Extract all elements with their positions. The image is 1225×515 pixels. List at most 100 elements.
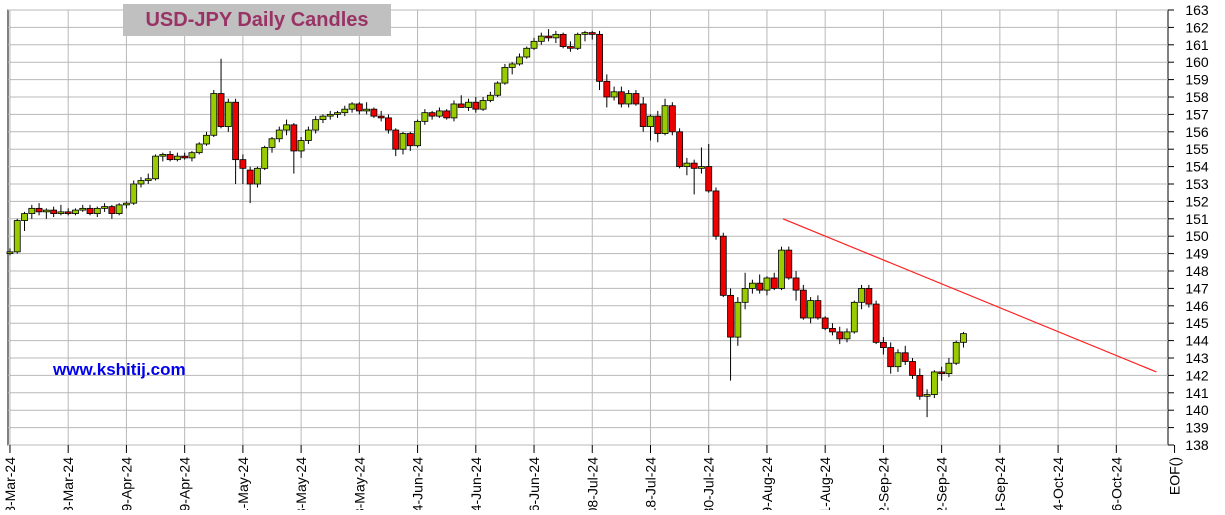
candle-body [326,114,334,117]
candle-body [166,154,174,161]
candle-body [581,32,589,35]
candle-body [960,333,967,343]
x-tick-label: 18-Mar-24 [2,457,18,510]
y-tick-label: 142 [1185,367,1209,383]
candle-body [850,301,858,333]
candle-body [596,33,603,82]
candle-body [923,394,931,397]
candle-body [632,93,640,105]
candle-body [436,110,443,117]
candle-body [137,180,145,185]
candle-body [465,101,472,108]
y-tick-label: 158 [1185,89,1209,105]
y-tick-label: 151 [1185,211,1209,227]
y-tick-label: 141 [1185,385,1209,401]
candle-body [770,277,778,289]
candle-body [290,124,298,152]
candle-body [486,94,494,101]
y-tick-label: 147 [1185,280,1209,296]
candle-body [741,287,749,303]
candle-body [304,129,312,141]
candle-body [501,67,509,84]
candle-body [173,155,181,161]
candle-body [836,331,844,340]
candle-body [355,103,363,112]
candle-body [414,120,421,147]
annotation: www.kshitij.com [52,360,186,379]
candle-body [72,209,79,214]
x-tick-label: 02-Sep-24 [875,457,891,510]
candle-body [188,152,196,159]
candle-body [719,235,727,296]
x-tick-label: 08-Jul-24 [584,457,600,510]
candle-body [268,138,276,148]
candle-body [93,207,101,214]
y-tick-label: 149 [1185,246,1209,262]
candle-body [545,35,552,39]
candle-body [348,103,356,110]
y-tick-label: 163 [1185,2,1209,18]
candle-body [523,47,531,58]
y-tick-label: 162 [1185,19,1209,35]
x-tick-label: 01-May-24 [235,457,251,510]
candle-body [472,101,480,110]
y-tick-label: 153 [1185,176,1209,192]
y-tick-label: 150 [1185,228,1209,244]
x-tick-label: 04-Jun-24 [410,457,426,510]
y-tick-label: 138 [1185,437,1209,453]
y-tick-label: 145 [1185,315,1209,331]
candle-body [275,129,283,140]
y-tick-label: 156 [1185,124,1209,140]
candle-body [254,167,261,185]
x-tick-label: 23-May-24 [351,457,367,510]
candle-body [224,101,232,127]
trendline [782,218,1157,373]
y-tick-label: 161 [1185,37,1209,53]
candle-body [661,105,669,134]
candle-body [588,32,596,35]
candle-body [705,166,713,192]
y-tick-label: 154 [1185,159,1209,175]
candle-body [756,282,764,291]
x-tick-label: 09-Apr-24 [118,457,134,510]
candle-body [537,35,545,42]
candle-body [319,115,327,121]
candle-body [872,303,880,343]
candle-body [625,93,633,105]
candle-body [21,213,28,221]
candle-body [930,371,938,395]
candle-body [13,220,21,253]
candle-body [574,33,582,49]
x-tick-label: 14-Jun-24 [468,457,484,510]
x-tick-label: EOF() [1167,457,1183,495]
candle-body [261,147,269,169]
candle-body [887,347,895,368]
candle-body [668,105,676,133]
candle-body [370,108,378,117]
x-tick-label: 12-Sep-24 [934,457,950,510]
y-tick-label: 159 [1185,72,1209,88]
y-tick-label: 139 [1185,420,1209,436]
candle-body [159,154,167,157]
candle-body [916,374,924,397]
candle-body [567,46,574,49]
candle-body [792,277,800,291]
candle-body [443,110,451,119]
x-tick-label: 16-Oct-24 [1108,457,1124,510]
candle-body [654,115,662,134]
y-tick-label: 160 [1185,54,1209,70]
candle-body [115,204,123,214]
x-tick-label: 26-Jun-24 [526,457,542,510]
candle-body [363,108,371,112]
candle-body [421,112,429,122]
candle-body [42,209,50,213]
candle-body [829,328,836,333]
candle-body [909,361,916,376]
x-tick-label: 18-Jul-24 [642,457,658,510]
x-tick-label: 04-Oct-24 [1050,457,1066,510]
candle-body [799,289,807,319]
candle-body [6,251,14,255]
candle-body [406,133,414,147]
candle-body [152,155,159,180]
candle-body [123,202,130,206]
